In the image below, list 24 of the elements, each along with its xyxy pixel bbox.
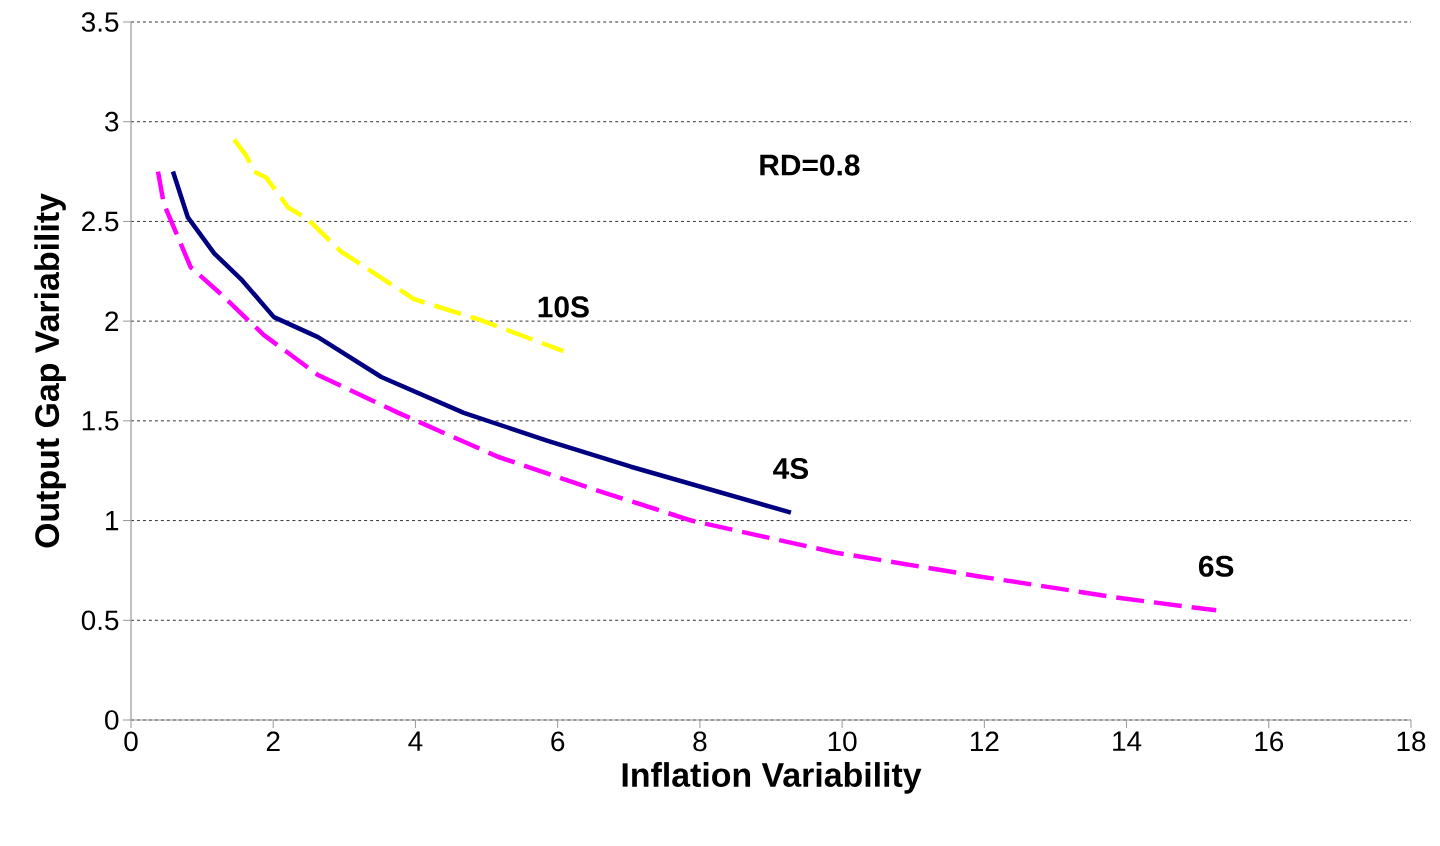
y-tick-label: 0.5	[81, 610, 119, 631]
x-tick-label: 8	[693, 731, 707, 752]
y-axis-title: Output Gap Variability	[34, 193, 66, 548]
y-tick-label: 1.5	[82, 411, 119, 431]
series-label: 4S	[773, 457, 809, 480]
annotation: RD=0.8	[760, 154, 860, 176]
x-tick-label: 12	[970, 731, 999, 751]
y-tick-label: 3.5	[81, 12, 119, 32]
x-tick-label: 16	[1255, 731, 1284, 752]
series-label: 6S	[1198, 555, 1234, 577]
x-tick-label: 10	[828, 731, 857, 752]
y-tick-label: 0	[105, 710, 119, 730]
series-label: 10S	[538, 296, 589, 318]
x-tick-label: 18	[1397, 731, 1426, 752]
x-tick-label: 6	[551, 731, 565, 752]
y-tick-label: 2.5	[82, 211, 119, 232]
x-tick-label: 2	[266, 731, 280, 751]
x-tick-label: 0	[124, 731, 138, 752]
x-tick-label: 14	[1113, 731, 1142, 751]
y-tick-label: 2	[105, 311, 119, 331]
x-tick-label: 4	[408, 731, 423, 751]
y-tick-label: 3	[105, 111, 119, 132]
x-axis-title: Inflation Variability	[622, 762, 922, 794]
y-tick-label: 1	[106, 510, 119, 531]
